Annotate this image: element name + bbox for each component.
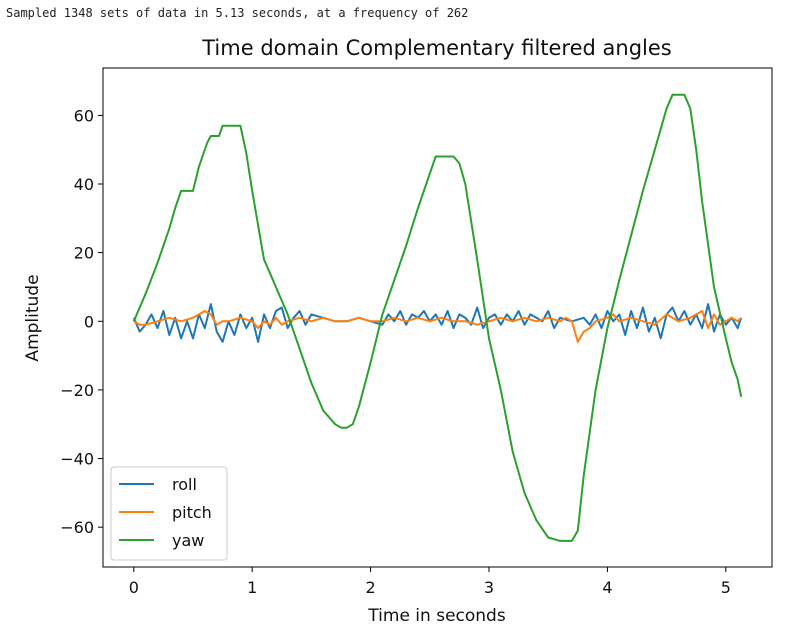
x-tick-label: 0 <box>129 578 139 597</box>
x-tick-label: 2 <box>366 578 376 597</box>
plot-area-frame <box>102 67 773 568</box>
x-tick-label: 3 <box>484 578 494 597</box>
x-tick-label: 4 <box>602 578 612 597</box>
y-tick-label: −20 <box>60 381 94 400</box>
legend-label-yaw: yaw <box>172 531 204 550</box>
y-tick-label: 60 <box>74 106 94 125</box>
series-line-yaw <box>132 93 743 542</box>
y-tick-label: −40 <box>60 450 94 469</box>
series-line-pitch <box>133 310 742 343</box>
console-output: Sampled 1348 sets of data in 5.13 second… <box>6 6 469 20</box>
series-layer <box>132 93 743 542</box>
legend-label-roll: roll <box>172 475 197 494</box>
legend: roll pitch yaw <box>110 466 228 561</box>
x-axis: 0 1 2 3 4 5 <box>129 567 731 597</box>
x-tick-label: 1 <box>247 578 257 597</box>
y-tick-label: 0 <box>84 312 94 331</box>
y-tick-label: 20 <box>74 244 94 263</box>
y-axis: −60 −40 −20 0 20 40 60 <box>60 106 103 537</box>
legend-label-pitch: pitch <box>172 503 212 522</box>
y-tick-label: −60 <box>60 518 94 537</box>
x-axis-label: Time in seconds <box>367 606 506 626</box>
y-axis-label: Amplitude <box>23 274 43 361</box>
y-tick-label: 40 <box>74 175 94 194</box>
x-tick-label: 5 <box>721 578 731 597</box>
chart-title: Time domain Complementary filtered angle… <box>201 36 672 60</box>
legend-box <box>110 466 228 561</box>
